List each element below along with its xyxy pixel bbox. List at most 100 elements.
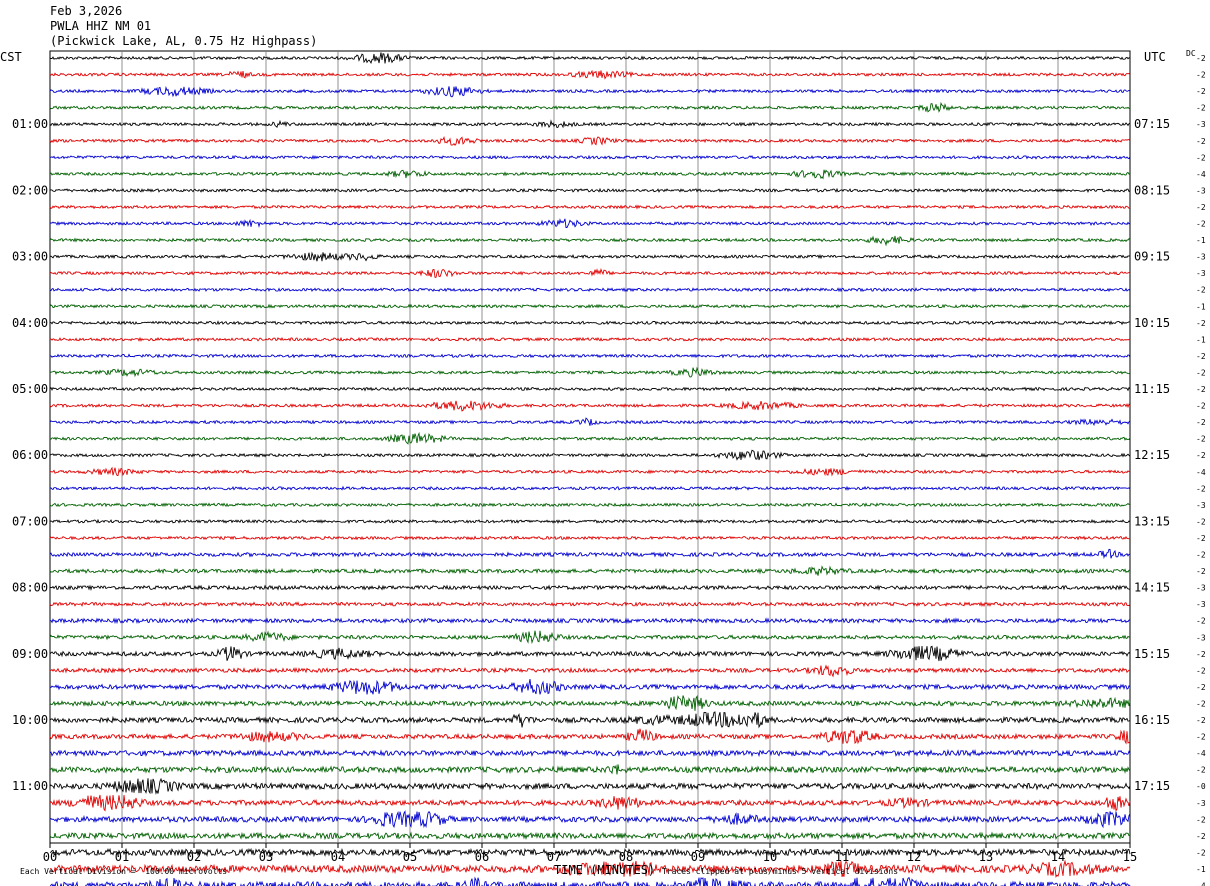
trace-line: [49, 466, 1131, 477]
dc-offset-label: -3: [1196, 501, 1206, 510]
x-tick-label: 07: [547, 850, 561, 864]
trace-line: [49, 485, 1131, 491]
dc-offset-label: -3: [1196, 584, 1206, 593]
trace-line: [49, 366, 1131, 378]
trace-line: [49, 548, 1131, 560]
trace-line: [49, 728, 1131, 745]
trace-line: [49, 336, 1131, 342]
trace-line: [49, 777, 1131, 795]
dc-offset-label: -2: [1196, 815, 1206, 824]
trace-line: [49, 400, 1131, 412]
dc-offset-label: -2: [1196, 848, 1206, 857]
dc-offset-label: -2: [1196, 699, 1206, 708]
dc-offset-label: -2: [1196, 716, 1206, 725]
trace-line: [49, 52, 1131, 64]
dc-offset-label: -2: [1196, 87, 1206, 96]
dc-offset-label: -2: [1196, 567, 1206, 576]
dc-offset-label: -2: [1196, 435, 1206, 444]
dc-offset-label: -2: [1196, 368, 1206, 377]
cst-hour-label: 05:00: [12, 382, 48, 396]
trace-line: [49, 794, 1131, 812]
dc-offset-label: -3: [1196, 186, 1206, 195]
dc-offset-label: -2: [1196, 666, 1206, 675]
dc-offset-label: -3: [1196, 600, 1206, 609]
trace-line: [49, 831, 1130, 841]
clip-note: Traces clipped at plus/minus 5 vertical …: [662, 867, 899, 876]
dc-offset-label: -2: [1196, 517, 1206, 526]
dc-offset-labels: -2 -2 -2 -2 -3 -2 -2 -4 -3 -2 -2 -1 -3 -3 -2 -1 -2 -1 -2 -2…: [1196, 54, 1206, 886]
dc-offset-label: -1: [1196, 865, 1206, 874]
utc-hour-label: 13:15: [1134, 514, 1170, 528]
utc-hour-label: 14:15: [1134, 581, 1170, 595]
trace-line: [49, 119, 1131, 129]
x-tick-label: 02: [187, 850, 201, 864]
trace-line: [49, 584, 1131, 591]
cst-hour-label: 07:00: [12, 514, 48, 528]
cst-hour-label: 11:00: [12, 779, 48, 793]
utc-hour-label: 17:15: [1134, 779, 1170, 793]
trace-line: [50, 353, 1131, 359]
trace-line: [49, 645, 1131, 662]
trace-line: [49, 101, 1131, 113]
cst-hour-label: 02:00: [12, 183, 48, 197]
x-tick-label: 05: [403, 850, 417, 864]
utc-hour-label: 08:15: [1134, 183, 1170, 197]
trace-line: [49, 218, 1131, 228]
x-axis-title: TIME (MINUTES): [554, 863, 656, 877]
x-tick-label: 04: [331, 850, 345, 864]
dc-offset-label: -4: [1196, 749, 1206, 758]
dc-offset-label: -2: [1196, 153, 1206, 162]
dc-offset-label: -2: [1196, 220, 1206, 229]
dc-offset-label: -2: [1196, 319, 1206, 328]
trace-line: [49, 847, 1131, 858]
dc-offset-label: -1: [1196, 236, 1206, 245]
dc-offset-label: -2: [1196, 286, 1206, 295]
x-tick-label: 00: [43, 850, 57, 864]
x-tick-label: 14: [1051, 850, 1065, 864]
trace-line: [49, 679, 1131, 695]
dc-offset-label: -2: [1196, 451, 1206, 460]
dc-offset-label: -2: [1196, 617, 1206, 626]
cst-hour-label: 06:00: [12, 448, 48, 462]
dc-offset-label: -2: [1196, 54, 1206, 63]
dc-offset-label: -2: [1196, 104, 1206, 113]
x-tick-label: 06: [475, 850, 489, 864]
trace-line: [49, 694, 1131, 711]
station-id: PWLA HHZ NM 01: [50, 19, 152, 33]
trace-line: [49, 810, 1131, 829]
dc-offset-label: -4: [1196, 468, 1206, 477]
dc-offset-label: -4: [1196, 882, 1206, 886]
dc-offset-label: -3: [1196, 633, 1206, 642]
dc-offset-label: -3: [1196, 799, 1206, 808]
trace-line: [49, 268, 1131, 278]
dc-offset-label: -2: [1196, 203, 1206, 212]
dc-offset-label: -1: [1196, 302, 1206, 311]
dc-offset-label: -2: [1196, 534, 1206, 543]
dc-offset-label: -2: [1196, 137, 1206, 146]
x-tick-label: 12: [907, 850, 921, 864]
dc-offset-label: -2: [1196, 385, 1206, 394]
trace-line: [49, 876, 1131, 886]
plot-frame: [49, 50, 1131, 844]
station-location: (Pickwick Lake, AL, 0.75 Hz Highpass): [50, 34, 318, 48]
trace-line: [49, 518, 1131, 525]
cst-hour-label: 03:00: [12, 250, 48, 264]
cst-hour-labels: 01:00 02:00 03:00 04:00 05:00 06:00 07:00 08:00…: [12, 117, 48, 793]
grid-lines: [49, 50, 1131, 844]
utc-hour-label: 07:15: [1134, 117, 1170, 131]
dc-offset-label: -4: [1196, 170, 1206, 179]
trace-line: [49, 85, 1131, 98]
dc-offset-label: -3: [1196, 120, 1206, 129]
utc-hour-label: 16:15: [1134, 713, 1170, 727]
x-tick-label: 13: [979, 850, 993, 864]
dc-offset-label: -1: [1196, 335, 1206, 344]
trace-line: [49, 251, 1131, 262]
utc-hour-label: 09:15: [1134, 250, 1170, 264]
trace-line: [49, 320, 1130, 326]
trace-line: [49, 764, 1131, 775]
trace-line: [49, 431, 1131, 445]
scale-note: Each Vertical Division = 100.00 microvol…: [20, 867, 228, 876]
cst-hour-label: 04:00: [12, 316, 48, 330]
x-tick-label: 15: [1123, 850, 1137, 864]
